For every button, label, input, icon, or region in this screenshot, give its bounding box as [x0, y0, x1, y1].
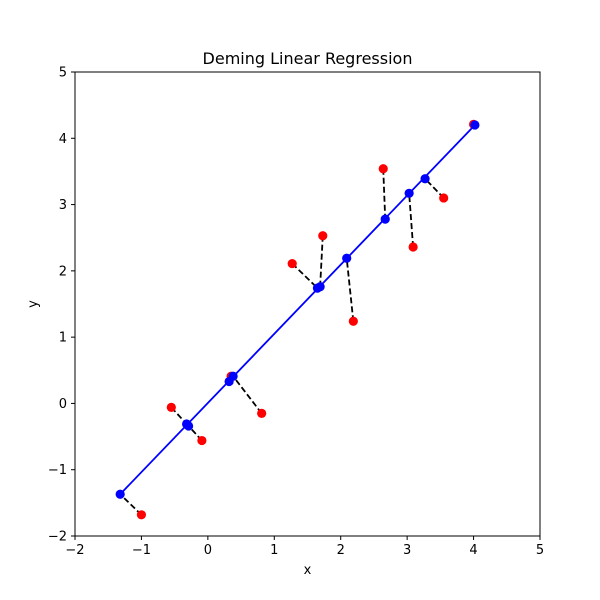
fitted-point [183, 421, 194, 431]
observed-point [197, 435, 207, 446]
observed-point [378, 164, 388, 174]
observed-point [257, 408, 267, 418]
fitted-point [420, 174, 430, 184]
y-tick-label: 1 [59, 331, 67, 346]
observed-point [318, 231, 328, 241]
fitted-point [228, 371, 238, 381]
residual-segment [232, 375, 263, 414]
observed-point [136, 510, 147, 520]
observed-point [408, 242, 418, 252]
residual-segment [345, 258, 355, 322]
residual-segment [119, 493, 143, 516]
x-tick-label: −1 [132, 543, 151, 558]
observed-point [287, 258, 297, 269]
axis-layer: −2 −1 0 1 2 3 4 5 −2 −1 0 1 2 3 4 5 [48, 66, 544, 559]
plot-layer [115, 119, 480, 520]
y-tick-label: −2 [48, 530, 67, 545]
observed-point [348, 316, 358, 326]
regression-line [119, 124, 476, 495]
x-tick-label: −2 [65, 543, 84, 558]
y-tick-label: 5 [59, 66, 67, 81]
residual-segment [291, 262, 319, 289]
plot-frame [74, 71, 541, 537]
fitted-point [115, 489, 125, 499]
fitted-point [404, 188, 414, 198]
x-tick-label: 1 [270, 543, 278, 558]
y-tick-label: 0 [59, 397, 67, 412]
y-tick-label: −1 [48, 463, 67, 478]
x-tick-label: 0 [204, 543, 212, 558]
chart-title: Deming Linear Regression [203, 49, 413, 68]
fitted-point [380, 214, 390, 224]
x-tick-label: 4 [469, 543, 477, 558]
x-axis-label: x [304, 563, 312, 578]
y-tick-label: 4 [59, 132, 67, 147]
x-tick-label: 5 [536, 543, 544, 558]
observed-point [439, 193, 449, 203]
fitted-point [470, 120, 480, 130]
observed-point [166, 402, 176, 413]
x-tick-label: 2 [337, 543, 345, 558]
y-tick-label: 2 [59, 264, 67, 279]
x-tick-label: 3 [403, 543, 411, 558]
y-tick-label: 3 [59, 198, 67, 213]
y-axis-label: y [26, 300, 41, 308]
fitted-point [342, 253, 352, 263]
fitted-point [315, 282, 325, 292]
